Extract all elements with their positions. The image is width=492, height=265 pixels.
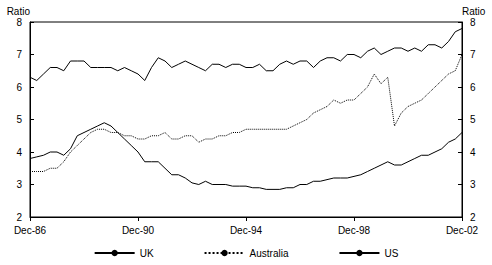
svg-text:2: 2 <box>470 212 476 223</box>
svg-text:7: 7 <box>470 49 476 60</box>
svg-text:Dec-94: Dec-94 <box>230 225 263 236</box>
svg-text:4: 4 <box>470 147 476 158</box>
svg-text:8: 8 <box>16 17 22 28</box>
svg-text:2: 2 <box>16 212 22 223</box>
svg-text:7: 7 <box>16 49 22 60</box>
svg-text:Australia: Australia <box>250 248 289 259</box>
svg-text:6: 6 <box>16 82 22 93</box>
svg-text:Dec-98: Dec-98 <box>338 225 371 236</box>
svg-text:US: US <box>384 248 398 259</box>
svg-text:3: 3 <box>470 179 476 190</box>
svg-text:UK: UK <box>140 248 154 259</box>
svg-text:Ratio: Ratio <box>7 6 31 17</box>
svg-text:Dec-02: Dec-02 <box>446 225 479 236</box>
svg-text:4: 4 <box>16 147 22 158</box>
svg-text:8: 8 <box>470 17 476 28</box>
svg-text:Dec-90: Dec-90 <box>122 225 155 236</box>
svg-text:5: 5 <box>16 114 22 125</box>
svg-text:5: 5 <box>470 114 476 125</box>
svg-text:3: 3 <box>16 179 22 190</box>
svg-text:Ratio: Ratio <box>462 6 486 17</box>
svg-text:6: 6 <box>470 82 476 93</box>
svg-text:Dec-86: Dec-86 <box>14 225 47 236</box>
